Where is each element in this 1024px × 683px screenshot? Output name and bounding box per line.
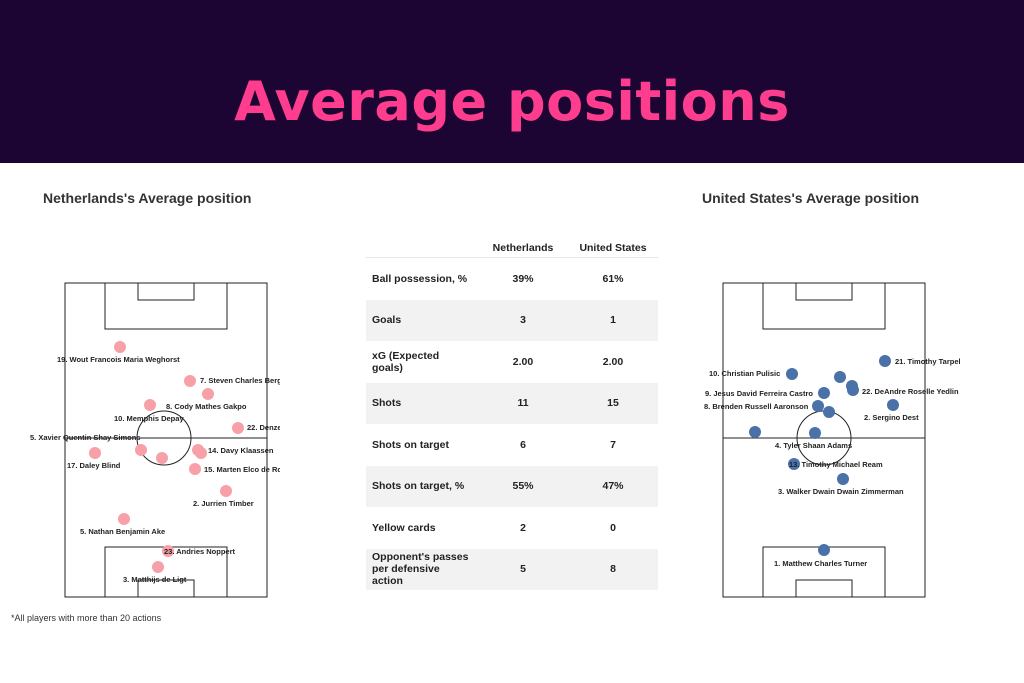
away-pitch: 21. Timothy Tarpeh Tarpeh Weah 10. Christ… — [690, 280, 960, 600]
header-banner: Average positions — [0, 0, 1024, 163]
stat-home-value: 2 — [520, 521, 526, 534]
player-marker — [818, 387, 830, 399]
stats-row: Goals 3 1 — [366, 299, 658, 341]
player-marker — [786, 368, 798, 380]
stat-label: Shots on target, % — [366, 465, 478, 507]
player-marker — [220, 485, 232, 497]
stat-label: Shots — [366, 382, 478, 424]
player-marker — [189, 463, 201, 475]
stat-label: Yellow cards — [372, 521, 436, 534]
player-marker — [887, 399, 899, 411]
stats-row: Shots 11 15 — [366, 382, 658, 424]
stats-row: Shots on target 6 7 — [366, 424, 658, 466]
stat-away-value: 7 — [610, 438, 616, 451]
stats-header-away: United States — [568, 238, 658, 258]
player-marker — [847, 384, 859, 396]
stat-away-value: 2.00 — [602, 355, 624, 368]
player-marker — [114, 341, 126, 353]
stat-home-value: 39% — [512, 272, 534, 285]
player-marker — [162, 545, 174, 557]
stat-away-value: 0 — [610, 521, 616, 534]
player-label: 14. Davy Klaassen — [208, 446, 274, 455]
player-marker — [749, 426, 761, 438]
stats-row: xG (Expected goals) 2.00 2.00 — [366, 341, 658, 383]
stat-home-value: 3 — [478, 299, 568, 341]
player-marker — [834, 371, 846, 383]
player-label: 9. Jesus David Ferreira Castro — [705, 389, 813, 398]
player-marker — [135, 444, 147, 456]
player-label: 13. Timothy Michael Ream — [789, 460, 883, 469]
stat-home-value: 5 — [478, 548, 568, 590]
player-label: 7. Steven Charles Bergwijn — [200, 376, 280, 385]
player-label: 10. Christian Pulisic — [709, 369, 780, 378]
stat-away-value: 1 — [568, 299, 658, 341]
player-marker — [879, 355, 891, 367]
stats-row: Yellow cards 2 0 — [366, 507, 658, 549]
stat-label: Goals — [366, 299, 478, 341]
stats-row: Ball possession, % 39% 61% — [366, 258, 658, 300]
player-label: 22. DeAndre Roselle Yedlin — [862, 387, 959, 396]
stat-away-value: 8 — [568, 548, 658, 590]
home-pitch: 19. Wout Francois Maria Weghorst 7. Steve… — [30, 280, 280, 600]
player-label: 23. Andries Noppert — [164, 547, 235, 556]
stat-label: Shots on target — [372, 438, 450, 451]
player-label: 17. Daley Blind — [67, 461, 121, 470]
player-marker — [118, 513, 130, 525]
player-label: 8. Cody Mathes Gakpo — [166, 402, 247, 411]
player-marker — [823, 406, 835, 418]
player-label: 2. Jurrien Timber — [193, 499, 254, 508]
stat-away-value: 15 — [568, 382, 658, 424]
home-team-heading: Netherlands's Average position — [43, 190, 252, 206]
player-label: 21. Timothy Tarpeh Tarpeh Weah — [895, 357, 960, 366]
stat-away-value: 47% — [568, 465, 658, 507]
stats-row: Shots on target, % 55% 47% — [366, 465, 658, 507]
player-marker — [809, 427, 821, 439]
stats-row: Opponent's passes per defensive action 5 8 — [366, 548, 658, 590]
player-label: 3. Walker Dwain Dwain Zimmerman — [778, 487, 904, 496]
player-marker — [232, 422, 244, 434]
stats-header-row: Netherlands United States — [366, 238, 658, 258]
player-label: 4. Tyler Shaan Adams — [775, 441, 852, 450]
page-title: Average positions — [234, 70, 790, 133]
player-marker — [156, 452, 168, 464]
player-label: 10. Memphis Depay — [114, 414, 184, 423]
player-label: 19. Wout Francois Maria Weghorst — [57, 355, 180, 364]
stat-away-value: 61% — [602, 272, 624, 285]
player-marker — [184, 375, 196, 387]
player-marker — [812, 400, 824, 412]
player-label: 5. Xavier Quentin Shay Simons — [30, 433, 140, 442]
stat-home-value: 55% — [478, 465, 568, 507]
player-label: 3. Matthijs de Ligt — [123, 575, 187, 584]
player-label: 5. Nathan Benjamin Ake — [80, 527, 165, 536]
stat-label: Ball possession, % — [372, 272, 468, 285]
stats-header-home: Netherlands — [478, 238, 568, 258]
stat-home-value: 11 — [478, 382, 568, 424]
stat-label: xG (Expected goals) — [372, 349, 440, 374]
player-marker — [192, 444, 204, 456]
player-label: 22. Denzel Dumfries — [247, 423, 280, 432]
player-label: 1. Matthew Charles Turner — [774, 559, 867, 568]
player-marker — [152, 561, 164, 573]
footnote: *All players with more than 20 actions — [11, 613, 162, 623]
player-marker — [837, 473, 849, 485]
stat-home-value: 2.00 — [512, 355, 534, 368]
player-label: 15. Marten Elco de Roon — [204, 465, 280, 474]
player-label: 2. Sergino Dest — [864, 413, 919, 422]
player-marker — [202, 388, 214, 400]
player-marker — [89, 447, 101, 459]
stats-table: Netherlands United States Ball possessio… — [366, 238, 658, 590]
stats-header-blank — [366, 238, 478, 258]
stat-home-value: 6 — [520, 438, 526, 451]
player-marker — [144, 399, 156, 411]
player-marker — [818, 544, 830, 556]
player-label: 8. Brenden Russell Aaronson — [704, 402, 809, 411]
away-team-heading: United States's Average position — [702, 190, 920, 206]
player-marker — [788, 458, 800, 470]
stat-label: Opponent's passes per defensive action — [366, 548, 478, 590]
